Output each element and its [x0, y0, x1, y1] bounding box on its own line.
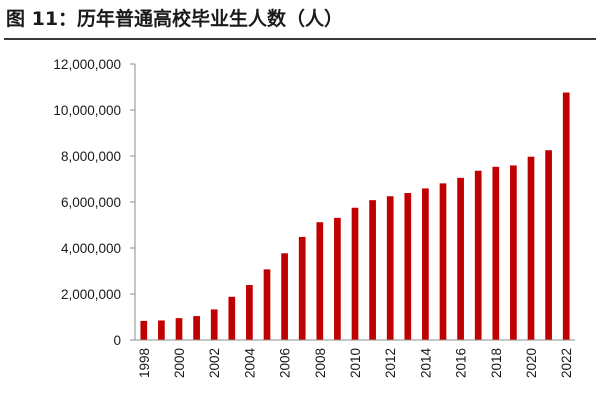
title-underline — [4, 38, 596, 40]
bar-2013 — [404, 193, 412, 340]
bar-2004 — [246, 285, 253, 340]
bar-2014 — [422, 188, 429, 340]
x-tick-label: 2018 — [489, 348, 504, 378]
x-tick-label: 2012 — [383, 348, 398, 378]
bar-2012 — [386, 196, 394, 340]
x-tick-label: 2010 — [348, 348, 363, 378]
y-tick-label: 2,000,000 — [61, 287, 121, 302]
bar-2021 — [545, 150, 552, 340]
x-tick-label: 1998 — [137, 348, 152, 378]
x-tick-label: 2016 — [454, 348, 469, 378]
x-tick-label: 2022 — [559, 348, 574, 378]
x-axis-ticks: 1998 2000 2002 2004 2006 2008 2010 2012 2014 2016… — [137, 348, 574, 379]
bar-2011 — [369, 200, 376, 340]
bar-2009 — [334, 217, 341, 340]
bar-2020 — [527, 156, 535, 340]
x-tick-label: 2004 — [242, 348, 257, 379]
bar-2018 — [492, 166, 500, 340]
bars — [140, 92, 570, 341]
y-tick-label: 4,000,000 — [61, 241, 121, 256]
bar-2006 — [281, 253, 288, 340]
bar-2001 — [193, 316, 200, 340]
bar-2008 — [316, 222, 324, 340]
y-tick-label: 10,000,000 — [53, 103, 121, 118]
y-tick-label: 0 — [113, 333, 121, 348]
bar-2019 — [510, 165, 517, 340]
bar-2017 — [474, 170, 482, 340]
bar-2005 — [263, 269, 271, 340]
x-tick-label: 2000 — [172, 348, 187, 378]
x-tick-label: 2014 — [418, 348, 433, 379]
x-tick-label: 2006 — [278, 348, 293, 378]
x-tick-label: 2002 — [207, 348, 222, 378]
y-tick-label: 8,000,000 — [61, 149, 121, 164]
bar-2002 — [210, 309, 218, 340]
bar-2016 — [457, 177, 464, 340]
bar-2007 — [298, 236, 306, 340]
y-tick-label: 6,000,000 — [61, 195, 121, 210]
chart-title: 图 11：历年普通高校毕业生人数（人） — [6, 8, 344, 30]
bar-1999 — [158, 320, 165, 340]
bar-2000 — [175, 318, 183, 340]
bar-2015 — [439, 183, 447, 340]
bar-2010 — [351, 207, 359, 340]
x-tick-label: 2020 — [524, 348, 539, 378]
bar-1998 — [140, 320, 148, 340]
bar-2003 — [228, 296, 236, 340]
x-tick-label: 2008 — [313, 348, 328, 378]
bar-2022 — [562, 92, 570, 341]
y-axis-ticks: 0 2,000,000 4,000,000 6,000,000 8,000,000 10,… — [53, 57, 135, 348]
y-tick-label: 12,000,000 — [53, 57, 121, 72]
